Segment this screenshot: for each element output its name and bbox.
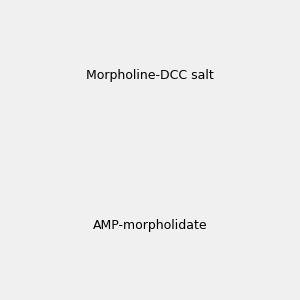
Text: Morpholine-DCC salt: Morpholine-DCC salt — [86, 68, 214, 82]
Text: AMP-morpholidate: AMP-morpholidate — [93, 218, 207, 232]
